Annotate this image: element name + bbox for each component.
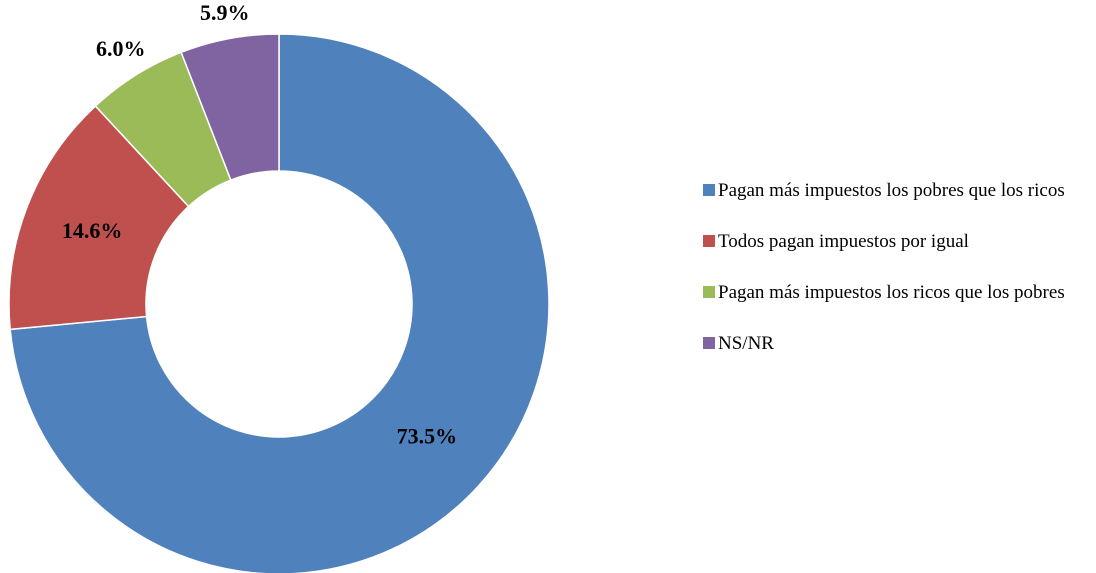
legend-item: Pagan más impuestos los pobres que los r… xyxy=(703,176,1095,205)
data-label: 14.6% xyxy=(62,218,123,243)
donut-slice xyxy=(8,104,190,331)
donut-slice xyxy=(180,33,280,182)
legend-label: Pagan más impuestos los ricos que los po… xyxy=(718,282,1065,303)
legend-swatch xyxy=(703,184,715,196)
legend-label: Todos pagan impuestos por igual xyxy=(718,231,969,252)
legend-item: Pagan más impuestos los ricos que los po… xyxy=(703,278,1095,307)
legend-swatch xyxy=(703,337,715,349)
data-label: 5.9% xyxy=(200,0,250,25)
data-label: 73.5% xyxy=(397,424,458,449)
data-label: 6.0% xyxy=(96,36,146,61)
legend-item: Todos pagan impuestos por igual xyxy=(703,227,1095,256)
legend: Pagan más impuestos los pobres que los r… xyxy=(703,176,1095,358)
legend-label: Pagan más impuestos los pobres que los r… xyxy=(718,180,1065,201)
legend-swatch xyxy=(703,235,715,247)
legend-label: NS/NR xyxy=(718,333,774,354)
legend-item: NS/NR xyxy=(703,329,1095,358)
legend-swatch xyxy=(703,286,715,298)
donut-slice xyxy=(9,33,550,573)
